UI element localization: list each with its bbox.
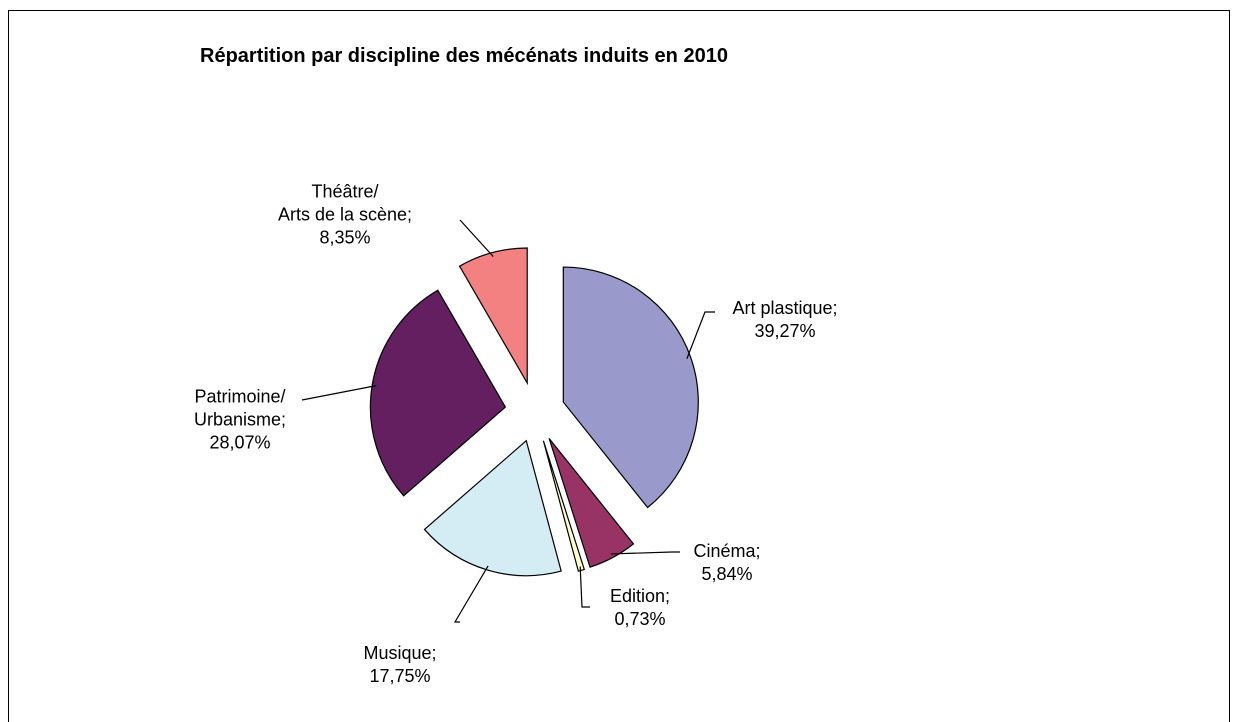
leader-line bbox=[453, 565, 489, 623]
leader-line bbox=[459, 219, 494, 257]
value-label: 39,27% bbox=[754, 321, 816, 341]
value-label: 28,07% bbox=[209, 432, 271, 453]
chart-frame bbox=[8, 10, 1230, 722]
pie-slice bbox=[562, 266, 699, 509]
category-label: Patrimoine/ Urbanisme; bbox=[193, 386, 287, 430]
data-label: Théâtre/ Arts de la scène; 8,35% bbox=[278, 181, 412, 250]
pie-slice bbox=[458, 247, 528, 386]
value-label: 8,35% bbox=[319, 227, 371, 248]
category-label: Art plastique; bbox=[732, 298, 838, 318]
leader-line bbox=[610, 551, 680, 555]
category-label: Cinéma; bbox=[693, 541, 761, 561]
data-label: Musique; 17,75% bbox=[363, 642, 436, 688]
leader-line bbox=[686, 311, 715, 359]
value-label: 17,75% bbox=[369, 666, 431, 686]
data-label: Patrimoine/ Urbanisme; 28,07% bbox=[194, 386, 286, 455]
data-label: Cinéma; 5,84% bbox=[693, 540, 760, 586]
category-label: Edition; bbox=[609, 586, 671, 606]
pie-slice bbox=[369, 289, 507, 497]
category-label: Musique; bbox=[363, 643, 437, 663]
pie-slice bbox=[548, 438, 635, 568]
category-label: Théâtre/ Arts de la scène; bbox=[277, 181, 413, 225]
leader-line bbox=[579, 566, 590, 608]
chart-title: Répartition par discipline des mécénats … bbox=[200, 45, 728, 67]
pie-slice bbox=[542, 440, 586, 572]
leader-line bbox=[301, 385, 377, 401]
pie-slice bbox=[423, 439, 562, 577]
value-label: 0,73% bbox=[614, 609, 666, 629]
value-label: 5,84% bbox=[701, 564, 753, 584]
data-label: Art plastique; 39,27% bbox=[732, 297, 837, 343]
data-label: Edition; 0,73% bbox=[610, 585, 670, 631]
